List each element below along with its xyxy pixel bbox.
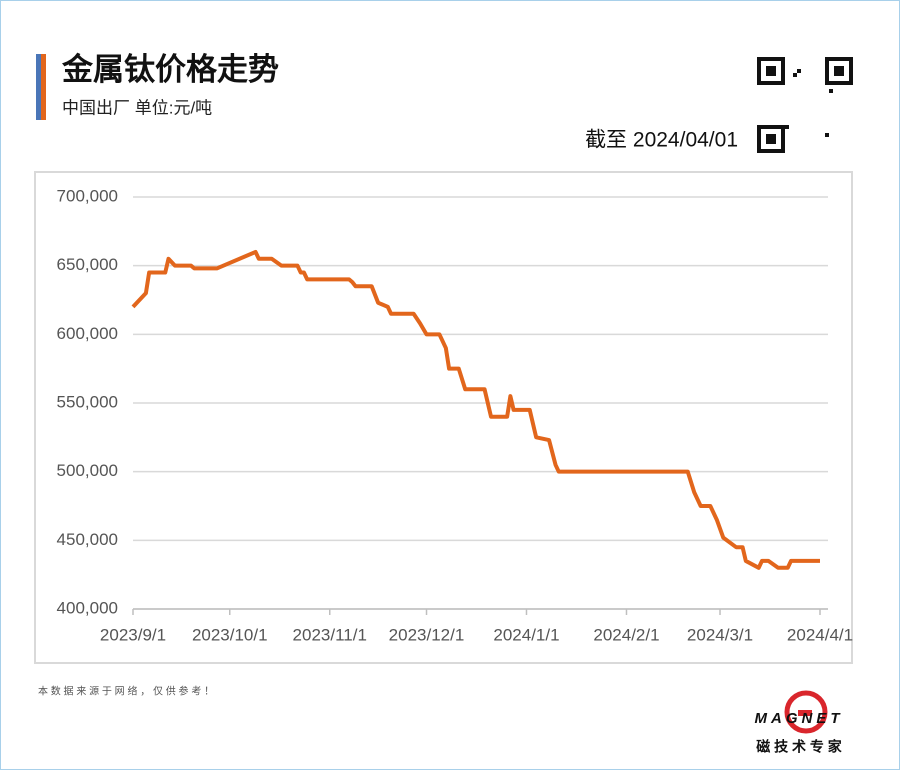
qr-cell [793, 73, 797, 77]
y-tick-label: 450,000 [57, 530, 118, 549]
logo-ring [784, 690, 828, 734]
date-note: 截至 2024/04/01 [585, 129, 738, 152]
qr-finder [757, 125, 785, 153]
plot-frame [34, 171, 853, 664]
x-tick-label: 2023/11/1 [293, 625, 367, 644]
y-tick-label: 400,000 [57, 598, 118, 617]
qr-cell [825, 133, 829, 137]
brand-tagline: 磁 技 术 专 家 [756, 739, 843, 755]
source-note: 本 数 据 来 源 于 网 络 ， 仅 供 参 考 ！ [38, 685, 214, 698]
qr-cell [829, 89, 833, 93]
x-tick-label: 2024/1/1 [493, 625, 559, 644]
brand-name: MAGNET [755, 710, 844, 727]
x-tick-label: 2023/10/1 [192, 625, 268, 644]
y-tick-label: 700,000 [57, 186, 118, 205]
logo-mark [798, 710, 812, 716]
qr-finder [834, 66, 844, 76]
y-tick-label: 550,000 [57, 392, 118, 411]
y-tick-label: 650,000 [57, 255, 118, 274]
y-tick-label: 500,000 [57, 461, 118, 480]
qr-code [756, 56, 853, 153]
qr-finder [825, 57, 853, 85]
qr-cell [785, 125, 789, 129]
x-tick-label: 2023/12/1 [389, 625, 465, 644]
qr-finder [766, 134, 776, 144]
x-tick-label: 2024/2/1 [593, 625, 659, 644]
qr-cell [797, 69, 801, 73]
qr-finder [757, 57, 785, 85]
y-tick-label: 600,000 [57, 324, 118, 343]
x-tick-label: 2023/9/1 [100, 625, 166, 644]
price-line [131, 249, 820, 570]
accent-bar [36, 54, 46, 120]
chart-title: 金属钛价格走势 [61, 52, 279, 87]
chart-subtitle: 中国出厂 单位:元/吨 [62, 98, 212, 117]
qr-finder [766, 66, 776, 76]
x-tick-label: 2024/3/1 [687, 625, 753, 644]
x-tick-label: 2024/4/1 [787, 625, 853, 644]
